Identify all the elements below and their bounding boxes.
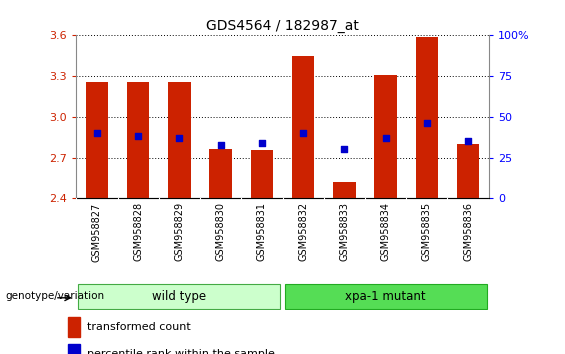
Text: percentile rank within the sample: percentile rank within the sample	[87, 349, 275, 354]
Text: genotype/variation: genotype/variation	[6, 291, 105, 302]
Text: GSM958834: GSM958834	[381, 202, 390, 261]
Bar	[457, 144, 480, 198]
Bar	[168, 82, 191, 198]
Text: GSM958832: GSM958832	[298, 202, 308, 262]
Bar	[374, 75, 397, 198]
Text: GSM958836: GSM958836	[463, 202, 473, 261]
Text: xpa-1 mutant: xpa-1 mutant	[345, 290, 426, 303]
Point	[464, 138, 473, 144]
Bar	[85, 82, 108, 198]
Point	[423, 120, 432, 126]
Bar	[127, 82, 150, 198]
Point	[340, 147, 349, 152]
Point	[134, 133, 142, 139]
Point	[93, 130, 102, 136]
Bar	[415, 37, 438, 198]
Text: GSM958831: GSM958831	[257, 202, 267, 261]
FancyBboxPatch shape	[79, 284, 280, 309]
Text: GSM958830: GSM958830	[216, 202, 225, 261]
Point	[299, 130, 308, 136]
Text: GSM958827: GSM958827	[92, 202, 102, 262]
Text: GSM958828: GSM958828	[133, 202, 143, 262]
Text: transformed count: transformed count	[87, 322, 191, 332]
Point	[258, 140, 267, 146]
Bar	[68, 343, 80, 354]
Bar	[292, 56, 315, 198]
Text: GSM958829: GSM958829	[175, 202, 184, 262]
Text: GSM958835: GSM958835	[422, 202, 432, 262]
Bar	[250, 150, 273, 198]
Title: GDS4564 / 182987_at: GDS4564 / 182987_at	[206, 19, 359, 33]
Text: wild type: wild type	[153, 290, 206, 303]
FancyBboxPatch shape	[285, 284, 486, 309]
Point	[175, 135, 184, 141]
Point	[381, 135, 390, 141]
Point	[216, 142, 225, 147]
Bar	[333, 182, 356, 198]
Bar	[68, 317, 80, 337]
Bar	[209, 149, 232, 198]
Text: GSM958833: GSM958833	[340, 202, 349, 261]
